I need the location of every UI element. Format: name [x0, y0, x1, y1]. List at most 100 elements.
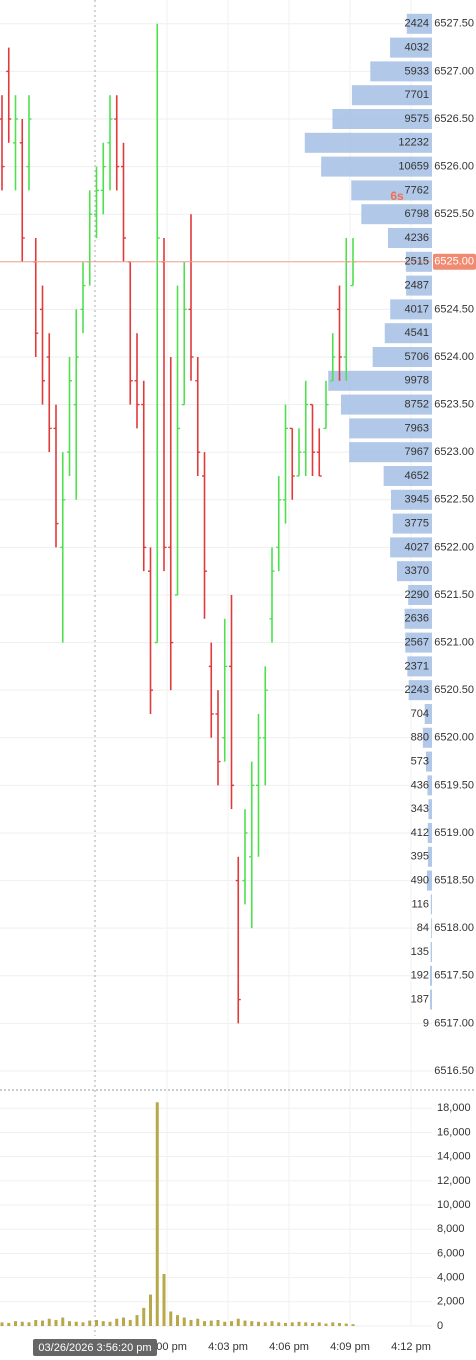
- profile-label: 2243: [405, 684, 429, 696]
- profile-bar: [408, 680, 432, 701]
- volume-bar: [290, 1322, 294, 1326]
- profile-label: 7963: [405, 422, 429, 434]
- x-tick-label: 4:09 pm: [330, 1341, 370, 1353]
- profile-label: 2424: [405, 18, 429, 30]
- profile-label: 490: [411, 874, 429, 886]
- profile-bar: [424, 703, 432, 724]
- x-tick-label: 4:06 pm: [269, 1341, 309, 1353]
- profile-bar: [383, 465, 432, 486]
- profile-bar: [390, 489, 432, 510]
- volume-bar: [108, 1321, 112, 1326]
- volume-bar: [344, 1323, 348, 1326]
- profile-label: 704: [411, 708, 429, 720]
- crosshair-label: 03/26/2026 3:56:20 pm: [38, 1342, 151, 1354]
- y-tick-label: 6518.00: [434, 922, 474, 934]
- volume-bar: [169, 1311, 173, 1326]
- y-tick-label: 6521.50: [434, 589, 474, 601]
- profile-bar: [340, 394, 432, 415]
- profile-bar: [361, 204, 432, 225]
- volume-bar: [304, 1322, 308, 1326]
- profile-label: 9978: [405, 375, 429, 387]
- profile-label: 4032: [405, 42, 429, 54]
- profile-bar: [427, 822, 432, 843]
- y-tick-label: 6523.50: [434, 398, 474, 410]
- volume-bar: [41, 1320, 44, 1326]
- plot: [0, 23, 432, 1326]
- profile-bar: [430, 894, 432, 915]
- profile-bar: [427, 846, 432, 867]
- profile-bar: [430, 989, 432, 1010]
- profile-label: 880: [411, 732, 429, 744]
- volume-bar: [230, 1321, 233, 1326]
- volume-bar: [135, 1315, 139, 1326]
- volume-bar: [351, 1324, 355, 1326]
- volume-bar: [209, 1320, 213, 1326]
- y-tick-label: 6522.00: [434, 541, 474, 553]
- volume-bar: [14, 1321, 17, 1326]
- volume-bar: [101, 1321, 105, 1326]
- volume-bar: [142, 1307, 146, 1326]
- profile-label: 4027: [405, 541, 429, 553]
- profile-label: 436: [411, 779, 429, 791]
- profile-bar: [304, 132, 432, 153]
- profile-label: 2567: [405, 636, 429, 648]
- volume-tick-label: 2,000: [437, 1296, 465, 1308]
- volume-bar: [236, 1318, 240, 1326]
- profile-bar: [384, 323, 432, 344]
- profile-bar: [321, 156, 432, 177]
- profile-bar: [349, 418, 432, 439]
- profile-label: 2371: [405, 660, 429, 672]
- profile-label: 395: [411, 851, 429, 863]
- profile-bar: [387, 227, 432, 248]
- profile-label: 3370: [405, 565, 429, 577]
- profile-label: 7967: [405, 446, 429, 458]
- x-tick-label: 4:00 pm: [147, 1341, 187, 1353]
- profile-label: 2487: [405, 279, 429, 291]
- profile-bar: [408, 584, 432, 605]
- profile-label: 10659: [398, 161, 429, 173]
- volume-bar: [155, 1102, 159, 1326]
- profile-bar: [404, 608, 432, 629]
- volume-bar: [0, 1322, 4, 1326]
- volume-bar: [20, 1321, 24, 1326]
- axes: 6527.50 6527.00 6526.50 6526.00 6525.50 6525.…: [33, 18, 476, 1356]
- profile-bar: [430, 941, 432, 962]
- countdown: 6s: [390, 189, 404, 203]
- profile-label: 5706: [405, 351, 429, 363]
- profile-label: 8752: [405, 398, 429, 410]
- volume-bar: [27, 1322, 31, 1326]
- profile-label: 4017: [405, 303, 429, 315]
- profile-label: 9: [423, 1017, 429, 1029]
- volume-bar: [250, 1321, 254, 1326]
- volume-tick-label: 14,000: [437, 1151, 471, 1163]
- volume-tick-label: 10,000: [437, 1199, 471, 1211]
- volume-bar: [68, 1321, 71, 1326]
- y-tick-label: 6519.00: [434, 827, 474, 839]
- profile-label: 7762: [405, 184, 429, 196]
- volume-bar: [182, 1317, 186, 1326]
- volume-bar: [311, 1322, 314, 1326]
- volume-bar: [61, 1317, 65, 1326]
- volume-bar: [115, 1318, 119, 1326]
- y-tick-label: 6526.00: [434, 161, 474, 173]
- profile-bar: [390, 299, 432, 320]
- volume-bar: [162, 1273, 166, 1326]
- y-tick-label: 6525.50: [434, 208, 474, 220]
- profile-bar: [328, 370, 432, 391]
- volume-bar: [149, 1294, 152, 1326]
- profile-label: 84: [417, 922, 429, 934]
- profile-label: 4652: [405, 470, 429, 482]
- profile-bar: [426, 751, 432, 772]
- profile-bar: [406, 13, 432, 34]
- volume-bar: [189, 1319, 193, 1326]
- volume-bar: [277, 1322, 281, 1326]
- volume-bar: [257, 1321, 260, 1326]
- y-tick-label: 6520.50: [434, 684, 474, 696]
- profile-label: 6798: [405, 208, 429, 220]
- profile-bar: [349, 442, 432, 463]
- profile-label: 135: [411, 946, 429, 958]
- profile-bar: [407, 656, 432, 677]
- y-tick-label: 6526.50: [434, 113, 474, 125]
- volume-tick-label: 16,000: [437, 1126, 471, 1138]
- profile-bar: [431, 918, 432, 939]
